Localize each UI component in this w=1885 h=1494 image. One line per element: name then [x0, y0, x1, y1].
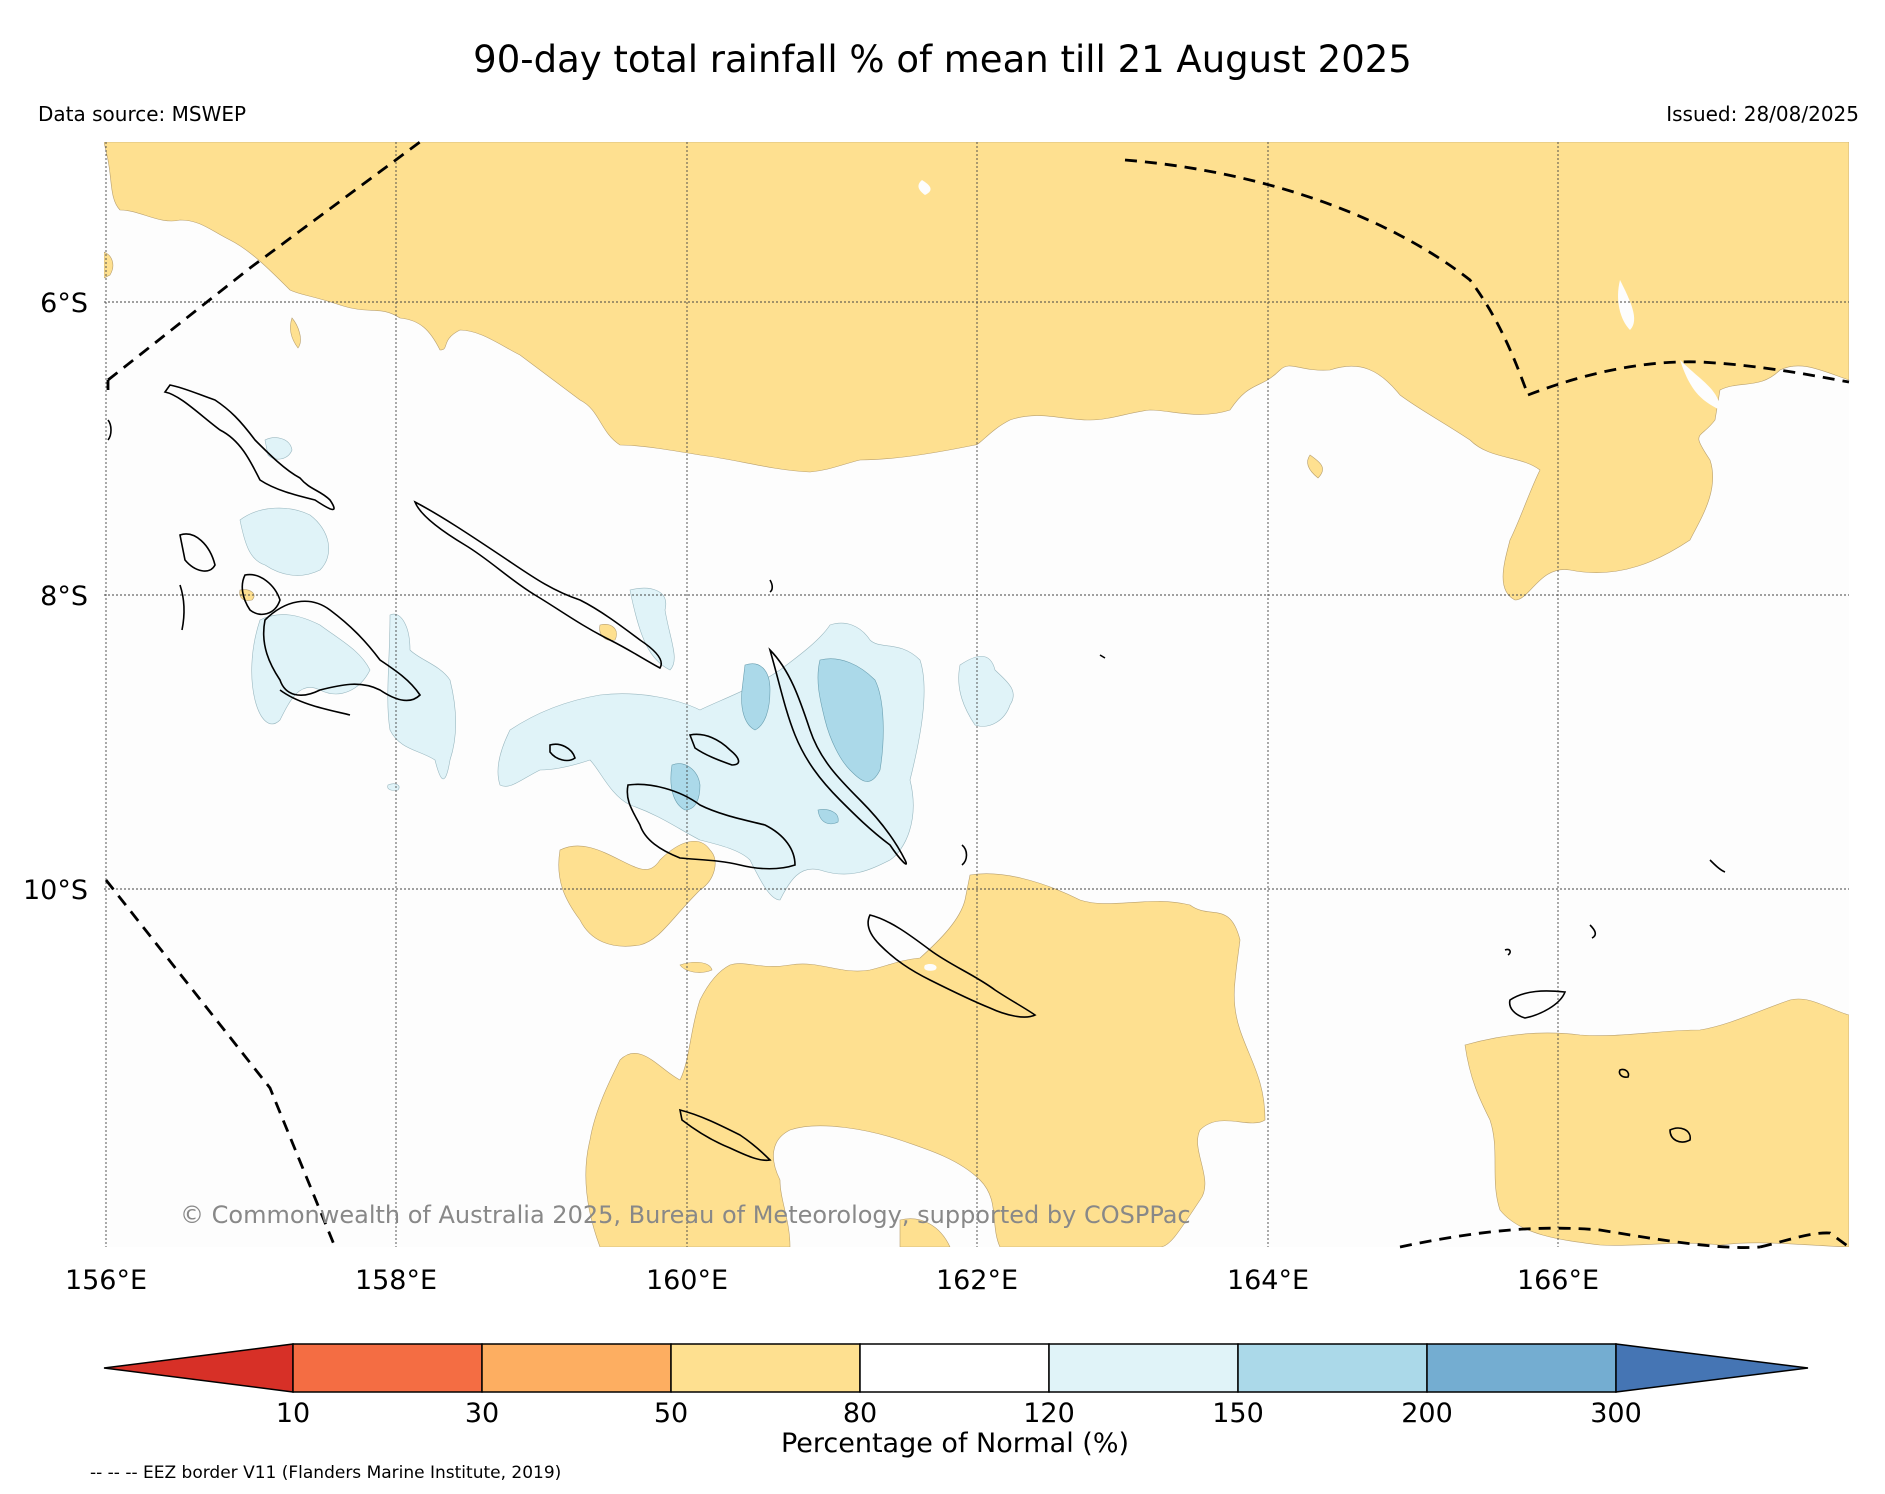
colorbar-tick-150: 150 [1212, 1398, 1264, 1429]
below-normal-region-north [104, 142, 1849, 601]
gridlines [104, 142, 1849, 1247]
coastline-vanikoro [1669, 1127, 1691, 1143]
eez-legend-note: -- -- -- EEZ border V11 (Flanders Marine… [90, 1463, 562, 1483]
lon-label-160e: 160°E [646, 1265, 728, 1296]
eez-border-south [1399, 1226, 1761, 1249]
issued-date-label: Issued: 28/08/2025 [1666, 102, 1859, 126]
lon-label-162e: 162°E [936, 1265, 1018, 1296]
coastline-new-georgia [241, 573, 281, 616]
lat-label-6s: 6°S [40, 288, 88, 319]
colorbar-segment-above-300 [1615, 1343, 1809, 1393]
coastline-florida-islands [688, 733, 740, 766]
colorbar-tick-80: 80 [843, 1398, 877, 1429]
coastline-malaita [768, 647, 908, 865]
coastline-ndeni [1508, 990, 1567, 1019]
latitude-labels: 6°S 8°S 10°S [23, 288, 88, 906]
colorbar-tick-10: 10 [276, 1398, 310, 1429]
coastline-russell-islands [549, 743, 576, 762]
lon-label-158e: 158°E [355, 1265, 437, 1296]
colorbar-tick-120: 120 [1023, 1398, 1075, 1429]
lon-label-166e: 166°E [1517, 1265, 1599, 1296]
colorbar [103, 1343, 1809, 1393]
eez-borders [104, 140, 1850, 1249]
colorbar-label: Percentage of Normal (%) [781, 1428, 1129, 1459]
coastline-makira [867, 914, 1037, 1018]
lat-label-10s: 10°S [23, 875, 88, 906]
colorbar-segment-10-30 [292, 1343, 483, 1393]
colorbar-segment-80-120 [859, 1343, 1050, 1393]
below-normal-region-southeast [1464, 998, 1849, 1247]
data-source-label: Data source: MSWEP [38, 102, 247, 126]
colorbar-segment-200-300 [1426, 1343, 1617, 1393]
map-title: 90-day total rainfall % of mean till 21 … [473, 38, 1412, 81]
above-normal-region-west [239, 507, 329, 576]
colorbar-tick-300: 300 [1590, 1398, 1642, 1429]
above-normal-region-core [817, 658, 884, 782]
colorbar-tick-30: 30 [465, 1398, 499, 1429]
colorbar-tick-200: 200 [1401, 1398, 1453, 1429]
eez-border-northwest [106, 140, 421, 390]
eez-border-northeast [1124, 158, 1530, 396]
lon-label-164e: 164°E [1227, 1265, 1309, 1296]
colorbar-segment-120-150 [1048, 1343, 1239, 1393]
coastline-santa-isabel [413, 500, 662, 670]
coastline-new-georgia-group [262, 600, 422, 702]
colorbar-tick-labels: 10 30 50 80 120 150 200 300 [276, 1398, 1642, 1429]
longitude-labels: 156°E 158°E 160°E 162°E 164°E 166°E [65, 1265, 1599, 1296]
coastline-guadalcanal [626, 783, 796, 870]
eez-border-southwest [104, 879, 337, 1248]
lat-label-8s: 8°S [40, 581, 88, 612]
below-normal-region-south [558, 841, 716, 947]
coastlines [107, 384, 1726, 1162]
coastline-rennell [678, 1108, 772, 1162]
copyright-notice: © Commonwealth of Australia 2025, Bureau… [180, 1201, 1191, 1229]
rainfall-fields [104, 142, 1849, 1247]
coastline-vella-lavella [179, 533, 216, 572]
colorbar-segment-50-80 [670, 1343, 861, 1393]
eez-border-east [1527, 360, 1850, 397]
colorbar-segment-150-200 [1237, 1343, 1428, 1393]
coastline-choiseul [163, 384, 335, 511]
colorbar-segment-below-10 [103, 1343, 294, 1393]
colorbar-tick-50: 50 [654, 1398, 688, 1429]
colorbar-segment-30-50 [481, 1343, 672, 1393]
lon-label-156e: 156°E [65, 1265, 147, 1296]
